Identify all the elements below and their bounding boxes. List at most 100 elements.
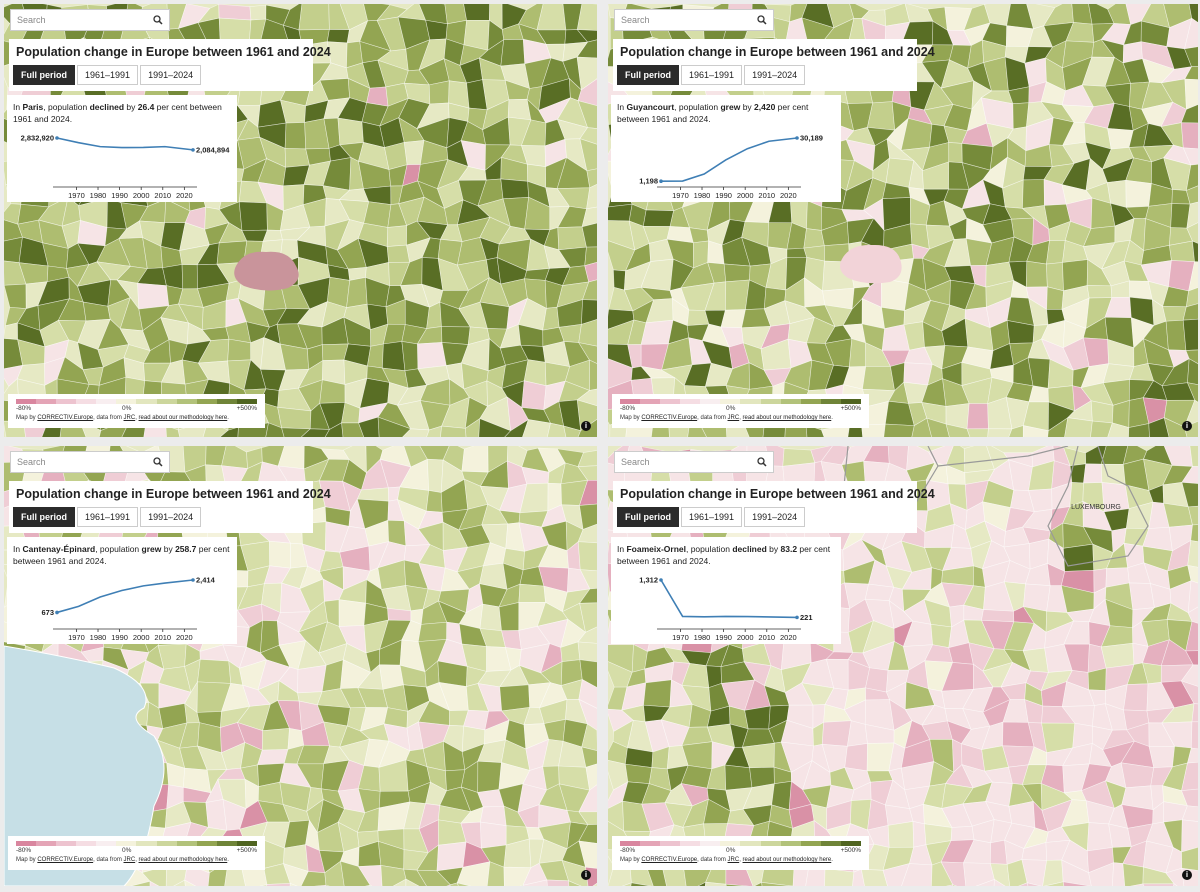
search-input[interactable]: Search (10, 451, 170, 473)
period-button[interactable]: Full period (617, 65, 679, 85)
credit: Map by CORRECTIV.Europe, data from JRC, … (620, 415, 865, 421)
legend-swatch (116, 841, 137, 846)
x-tick-label: 2010 (154, 191, 171, 200)
map-cell (1181, 805, 1198, 822)
credit-text: . (831, 415, 833, 421)
map-cell (504, 418, 529, 437)
credit-link[interactable]: JRC (123, 415, 136, 421)
credit-link[interactable]: CORRECTIV.Europe (641, 415, 698, 421)
legend-swatch (680, 399, 701, 404)
credit-link[interactable]: JRC (123, 857, 136, 863)
period-button[interactable]: 1961–1991 (77, 65, 139, 85)
credit-link[interactable]: JRC (727, 857, 740, 863)
period-button[interactable]: 1991–2024 (140, 65, 202, 85)
credit-link[interactable]: JRC (727, 415, 740, 421)
legend-swatch (236, 841, 257, 846)
map-cell (862, 366, 895, 391)
map-cell (218, 4, 252, 21)
legend-label: 0% (726, 405, 736, 412)
map-cell (324, 422, 344, 437)
x-tick-label: 2000 (737, 633, 754, 642)
map-cell (761, 882, 794, 886)
map-cell (1186, 382, 1198, 403)
credit-link[interactable]: read about our methodology here (138, 857, 228, 863)
legend-swatch (176, 841, 197, 846)
period-button[interactable]: 1961–1991 (681, 507, 743, 527)
search-icon (757, 457, 767, 467)
map-cell (1182, 303, 1198, 321)
search-input[interactable]: Search (614, 451, 774, 473)
x-tick-label: 2000 (737, 191, 754, 200)
series-line (56, 579, 194, 614)
map-cell (1062, 881, 1092, 886)
map-cell (369, 884, 373, 886)
info-icon[interactable]: i (581, 870, 591, 880)
info-icon[interactable]: i (581, 421, 591, 431)
legend-swatch (176, 399, 197, 404)
map-cell (581, 206, 597, 228)
search-input[interactable]: Search (10, 9, 170, 31)
search-icon (757, 15, 767, 25)
map-cell (149, 880, 160, 886)
map-cell (314, 884, 327, 886)
credit-link[interactable]: CORRECTIV.Europe (641, 857, 698, 863)
map-cell (578, 840, 597, 869)
map-cell (753, 881, 763, 886)
period-button[interactable]: 1991–2024 (744, 507, 806, 527)
legend-label: +500% (236, 405, 257, 412)
info-icon[interactable]: i (1182, 870, 1192, 880)
legend-swatch (76, 399, 97, 404)
map-cell (337, 117, 364, 146)
map-cell (852, 868, 865, 886)
map-cell (326, 29, 350, 44)
map-cell (846, 720, 868, 747)
legend-swatch (720, 399, 741, 404)
map-cell (724, 764, 753, 791)
credit-link[interactable]: CORRECTIV.Europe (37, 415, 94, 421)
map-cell (1192, 240, 1198, 263)
map-cell (456, 882, 472, 886)
info-icon[interactable]: i (1182, 421, 1192, 431)
map-cell (1165, 867, 1185, 886)
x-tick-label: 1990 (715, 191, 732, 200)
end-point (191, 148, 195, 152)
x-tick-label: 1970 (68, 633, 85, 642)
credit-link[interactable]: CORRECTIV.Europe (37, 857, 94, 863)
map-cell (903, 362, 933, 386)
period-button[interactable]: 1991–2024 (140, 507, 202, 527)
map-cell (428, 80, 450, 105)
legend-labels: -80% 0% +500% (16, 846, 257, 856)
title-box: Population change in Europe between 1961… (9, 481, 331, 533)
map-cell (821, 720, 852, 747)
legend-label: +500% (840, 847, 861, 854)
map-cell (461, 446, 489, 473)
map-cell (578, 824, 597, 844)
map-cell (589, 359, 597, 391)
map-cell (1187, 580, 1198, 614)
credit-link[interactable]: read about our methodology here (138, 415, 228, 421)
period-button[interactable]: Full period (617, 507, 679, 527)
map-cell (578, 319, 597, 347)
legend-label: -80% (620, 405, 636, 412)
map-cell (259, 884, 268, 886)
search-input[interactable]: Search (614, 9, 774, 31)
value-label: 221 (800, 613, 813, 622)
period-button[interactable]: 1961–1991 (77, 507, 139, 527)
sparkline-chart: 1970 1980 1990 2000 2010 2020 673 2,414 (41, 576, 215, 643)
map-cell (382, 341, 406, 372)
period-button[interactable]: 1961–1991 (681, 65, 743, 85)
map-cell (1184, 420, 1198, 437)
legend-swatch (660, 841, 681, 846)
map-cell (950, 825, 975, 841)
info-text-part: per cent between 1961 and 2024. (617, 544, 831, 566)
period-button[interactable]: Full period (13, 65, 75, 85)
legend-swatch (720, 841, 741, 846)
period-button[interactable]: Full period (13, 507, 75, 527)
map-cell (586, 168, 597, 189)
period-button[interactable]: 1991–2024 (744, 65, 806, 85)
credit-link[interactable]: read about our methodology here (742, 857, 832, 863)
map-cell (579, 588, 597, 604)
end-point (795, 615, 799, 620)
credit-link[interactable]: read about our methodology here (742, 415, 832, 421)
map-cell (576, 4, 597, 31)
